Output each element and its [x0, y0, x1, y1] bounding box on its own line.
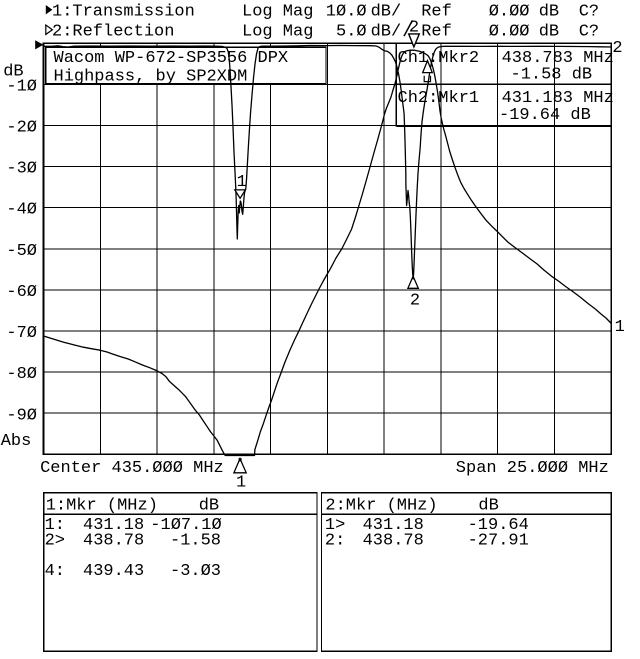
- svg-text:-9Ø: -9Ø: [6, 406, 37, 425]
- svg-text:Center 435.ØØØ MHz: Center 435.ØØØ MHz: [40, 459, 224, 478]
- svg-text:-7Ø: -7Ø: [6, 324, 37, 343]
- svg-text:2: 2: [410, 292, 420, 311]
- svg-text:-27.91: -27.91: [468, 531, 529, 550]
- svg-text:1: 1: [236, 474, 246, 493]
- svg-text:2>: 2>: [45, 531, 65, 550]
- svg-text:-3.Ø3: -3.Ø3: [170, 562, 221, 581]
- svg-text:438.78: 438.78: [363, 531, 424, 550]
- svg-text:438.783 MHz: 438.783 MHz: [502, 49, 614, 68]
- svg-text:2:: 2:: [325, 531, 345, 550]
- svg-text:5.Ø: 5.Ø: [336, 23, 367, 42]
- svg-text:-2Ø: -2Ø: [6, 119, 37, 138]
- svg-text:1Ø.Ø: 1Ø.Ø: [326, 3, 367, 22]
- svg-text:Ch1:Mkr2: Ch1:Mkr2: [398, 49, 480, 68]
- svg-text:-6Ø: -6Ø: [6, 283, 37, 302]
- svg-text:Abs: Abs: [1, 432, 32, 451]
- svg-text:Log Mag: Log Mag: [242, 23, 313, 42]
- svg-text:439.43: 439.43: [83, 562, 144, 581]
- svg-text:Ø.ØØ: Ø.ØØ: [489, 23, 530, 42]
- svg-text:438.78: 438.78: [83, 531, 144, 550]
- svg-text:-1Ø: -1Ø: [6, 77, 37, 96]
- svg-text:431.18: 431.18: [363, 516, 424, 535]
- svg-text:dB/: dB/: [371, 23, 402, 42]
- svg-text:dB: dB: [3, 62, 23, 81]
- svg-text:4:: 4:: [45, 562, 65, 581]
- svg-text:-19.64 dB: -19.64 dB: [499, 106, 591, 125]
- svg-text:Ch2:Mkr1: Ch2:Mkr1: [398, 89, 480, 108]
- svg-text:Highpass, by SP2XDM: Highpass, by SP2XDM: [54, 68, 248, 87]
- svg-text:-5Ø: -5Ø: [6, 242, 37, 261]
- svg-text:-8Ø: -8Ø: [6, 365, 37, 384]
- svg-text:dB: dB: [539, 3, 559, 22]
- svg-text:Wacom WP-672-SP3556 DPX: Wacom WP-672-SP3556 DPX: [54, 49, 289, 68]
- svg-text:C?: C?: [579, 3, 599, 22]
- svg-text:-3Ø: -3Ø: [6, 160, 37, 179]
- svg-text:1:Mkr (MHz) dB: 1:Mkr (MHz) dB: [46, 496, 219, 515]
- svg-text:431.183 MHz: 431.183 MHz: [502, 89, 614, 108]
- svg-text:1: 1: [237, 173, 247, 192]
- svg-text:2:Mkr (MHz) dB: 2:Mkr (MHz) dB: [325, 496, 498, 515]
- svg-text:-1.58: -1.58: [170, 531, 221, 550]
- svg-text:C?: C?: [579, 23, 599, 42]
- svg-text:2:Reflection: 2:Reflection: [52, 23, 174, 42]
- svg-text:431.18: 431.18: [83, 516, 144, 535]
- svg-text:-19.64: -19.64: [468, 516, 529, 535]
- svg-text:2: 2: [409, 19, 419, 38]
- svg-text:-1.58 dB: -1.58 dB: [511, 66, 593, 85]
- svg-text:Span 25.ØØØ MHz: Span 25.ØØØ MHz: [456, 459, 609, 478]
- svg-text:1: 1: [615, 318, 625, 337]
- svg-text:dB/: dB/: [371, 3, 402, 22]
- svg-text:1>: 1>: [325, 516, 345, 535]
- svg-text:dB: dB: [539, 23, 559, 42]
- svg-text:-1Ø7.1Ø: -1Ø7.1Ø: [150, 516, 221, 535]
- svg-text:1:Transmission: 1:Transmission: [52, 3, 195, 22]
- svg-text:Ref: Ref: [421, 3, 452, 22]
- svg-text:Ø.ØØ: Ø.ØØ: [489, 3, 530, 22]
- svg-text:Ref: Ref: [421, 23, 452, 42]
- svg-text:1:: 1:: [45, 516, 65, 535]
- svg-text:Log Mag: Log Mag: [242, 3, 313, 22]
- svg-text:-4Ø: -4Ø: [6, 201, 37, 220]
- svg-text:2: 2: [612, 39, 622, 58]
